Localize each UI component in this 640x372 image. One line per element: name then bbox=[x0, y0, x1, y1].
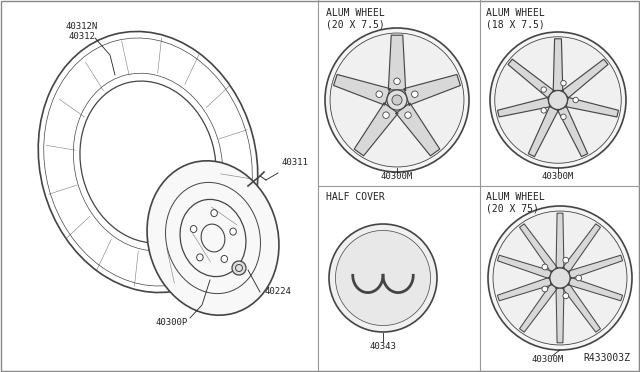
Ellipse shape bbox=[196, 254, 203, 261]
Circle shape bbox=[329, 224, 437, 332]
Circle shape bbox=[335, 231, 431, 326]
Ellipse shape bbox=[230, 228, 236, 235]
Polygon shape bbox=[566, 97, 618, 117]
Circle shape bbox=[490, 32, 626, 168]
Circle shape bbox=[330, 33, 464, 167]
Circle shape bbox=[392, 95, 402, 105]
Circle shape bbox=[376, 91, 383, 97]
Circle shape bbox=[541, 108, 547, 113]
Circle shape bbox=[493, 211, 627, 345]
Circle shape bbox=[548, 90, 568, 109]
Text: 40300M: 40300M bbox=[381, 172, 413, 181]
Circle shape bbox=[383, 112, 389, 118]
Polygon shape bbox=[520, 284, 557, 332]
Text: ALUM WHEEL
(20 X 75): ALUM WHEEL (20 X 75) bbox=[486, 192, 545, 214]
Polygon shape bbox=[529, 106, 558, 157]
Circle shape bbox=[541, 87, 547, 92]
Polygon shape bbox=[558, 106, 588, 157]
Polygon shape bbox=[563, 224, 600, 272]
Circle shape bbox=[325, 28, 469, 172]
Polygon shape bbox=[497, 255, 552, 279]
Text: 40311: 40311 bbox=[282, 157, 309, 167]
Ellipse shape bbox=[147, 161, 279, 315]
Circle shape bbox=[412, 91, 418, 97]
Polygon shape bbox=[497, 97, 550, 117]
Polygon shape bbox=[563, 59, 608, 98]
Polygon shape bbox=[404, 74, 460, 105]
Circle shape bbox=[576, 275, 582, 281]
Polygon shape bbox=[568, 278, 623, 301]
Polygon shape bbox=[568, 255, 623, 279]
Circle shape bbox=[495, 37, 621, 163]
Circle shape bbox=[387, 90, 407, 110]
Text: ALUM WHEEL
(18 X 7.5): ALUM WHEEL (18 X 7.5) bbox=[486, 8, 545, 30]
Text: 40300P: 40300P bbox=[156, 318, 188, 327]
Text: R433003Z: R433003Z bbox=[583, 353, 630, 363]
Polygon shape bbox=[396, 103, 440, 156]
Circle shape bbox=[573, 97, 579, 103]
Polygon shape bbox=[355, 103, 398, 156]
Circle shape bbox=[488, 206, 632, 350]
Circle shape bbox=[542, 264, 548, 270]
Circle shape bbox=[563, 293, 569, 299]
Polygon shape bbox=[333, 74, 390, 105]
Polygon shape bbox=[508, 59, 554, 98]
Polygon shape bbox=[388, 35, 406, 90]
Ellipse shape bbox=[221, 256, 228, 263]
Circle shape bbox=[563, 257, 569, 263]
Polygon shape bbox=[520, 224, 557, 272]
Polygon shape bbox=[556, 288, 564, 343]
Text: 40224: 40224 bbox=[265, 288, 292, 296]
Circle shape bbox=[404, 112, 412, 118]
Text: 40312N
40312: 40312N 40312 bbox=[66, 22, 98, 41]
Text: 40343: 40343 bbox=[369, 342, 396, 351]
Circle shape bbox=[542, 286, 548, 292]
Circle shape bbox=[232, 261, 246, 275]
Text: 40300M: 40300M bbox=[542, 172, 574, 181]
Text: HALF COVER: HALF COVER bbox=[326, 192, 385, 202]
Circle shape bbox=[561, 80, 566, 86]
Circle shape bbox=[394, 78, 400, 84]
Text: ALUM WHEEL
(20 X 7.5): ALUM WHEEL (20 X 7.5) bbox=[326, 8, 385, 30]
Polygon shape bbox=[497, 278, 552, 301]
Circle shape bbox=[550, 268, 570, 288]
Polygon shape bbox=[553, 39, 563, 90]
Ellipse shape bbox=[190, 225, 197, 232]
Polygon shape bbox=[563, 284, 600, 332]
Circle shape bbox=[561, 114, 566, 119]
Text: 40300M: 40300M bbox=[532, 355, 564, 364]
Polygon shape bbox=[556, 213, 564, 268]
Ellipse shape bbox=[211, 209, 218, 217]
